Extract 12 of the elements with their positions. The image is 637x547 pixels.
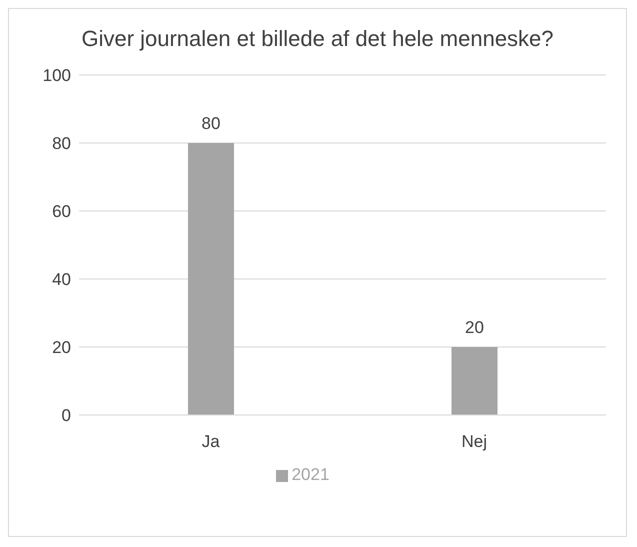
x-tick-label: Ja: [202, 432, 220, 452]
y-tick-label: 100: [42, 66, 71, 86]
data-label: 20: [465, 318, 484, 337]
y-tick-label: 40: [52, 270, 71, 290]
data-label: 80: [202, 114, 220, 133]
y-tick-label: 60: [52, 202, 71, 222]
y-tick-label: 0: [62, 406, 71, 426]
chart-title: Giver journalen et billede af det hele menneske?: [80, 25, 555, 53]
x-tick-label: Nej: [461, 432, 488, 452]
legend-label: 2021: [292, 465, 330, 484]
y-tick-label: 80: [52, 134, 71, 154]
y-tick-label: 20: [52, 338, 71, 358]
